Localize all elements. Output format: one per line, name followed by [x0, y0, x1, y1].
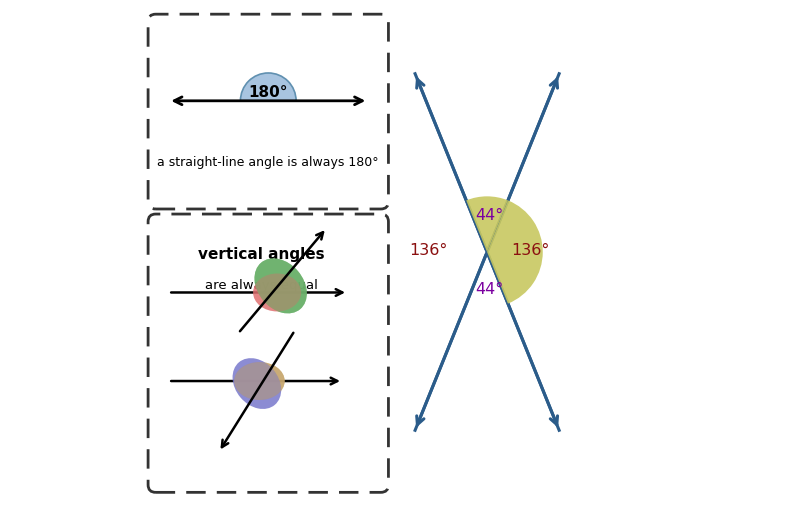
Wedge shape — [466, 197, 508, 252]
Text: 44°: 44° — [475, 207, 504, 222]
Ellipse shape — [233, 359, 281, 409]
Text: 180°: 180° — [249, 85, 288, 100]
Ellipse shape — [254, 259, 307, 314]
Text: 44°: 44° — [475, 281, 504, 296]
Wedge shape — [241, 74, 296, 102]
Text: 136°: 136° — [511, 242, 549, 258]
FancyBboxPatch shape — [148, 215, 389, 492]
Text: 136°: 136° — [410, 242, 448, 258]
Ellipse shape — [253, 274, 301, 312]
Text: a straight-line angle is always 180°: a straight-line angle is always 180° — [157, 156, 379, 169]
Ellipse shape — [234, 363, 285, 400]
Ellipse shape — [254, 259, 307, 314]
Text: vertical angles: vertical angles — [198, 246, 325, 261]
Ellipse shape — [234, 363, 285, 400]
Wedge shape — [487, 201, 543, 304]
Text: are always equal: are always equal — [205, 279, 318, 292]
FancyBboxPatch shape — [148, 15, 389, 210]
